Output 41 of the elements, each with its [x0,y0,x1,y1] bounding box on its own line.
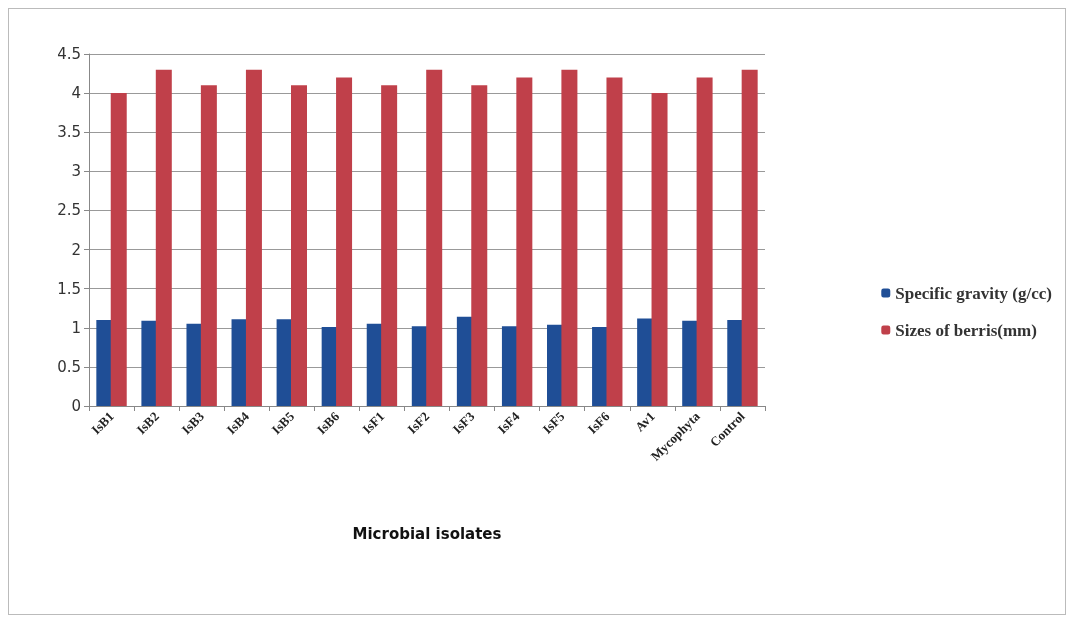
x-tick-label: IsF2 [404,408,433,437]
x-axis-title: Microbial isolates [352,524,502,543]
bar [561,69,578,406]
y-tick-label: 4.5 [57,45,81,63]
bar [336,77,353,406]
x-tick-label: IsF6 [584,408,613,437]
legend-label: Sizes of berris(mm) [895,320,1037,340]
x-tick-label: IsF5 [539,408,568,437]
bar [426,69,443,406]
x-tick-label: IsB1 [88,408,117,438]
bar [141,320,158,406]
bar [516,77,533,406]
x-tick-label: IsF4 [494,408,523,437]
y-tick-label: 1.5 [57,279,81,298]
x-tick-label: IsF1 [359,408,388,437]
bar [245,69,262,406]
bar [186,323,203,406]
bar [651,93,668,406]
y-tick-label: 4 [71,84,81,103]
bar [291,85,307,406]
bar [682,320,699,406]
y-tick-label: 3 [71,162,81,181]
bar [200,85,217,406]
y-tick-label: 2.5 [57,201,81,220]
y-tick-label: 0.5 [57,357,81,376]
y-tick-label: 3.5 [57,123,81,142]
bar [741,69,758,406]
bar [381,85,398,406]
bar [155,69,172,406]
bar [637,318,654,406]
bar [727,319,744,406]
legend-label: Specific gravity (g/cc) [895,283,1052,303]
bar [606,77,623,406]
y-tick-label: 2 [71,240,81,259]
y-tick-label: 0 [71,397,81,415]
y-tick-label: 1 [71,318,81,337]
bar [696,77,713,406]
bar [96,319,113,406]
x-tick-label: IsF3 [449,408,478,437]
bar [471,85,488,406]
bar [110,93,127,406]
